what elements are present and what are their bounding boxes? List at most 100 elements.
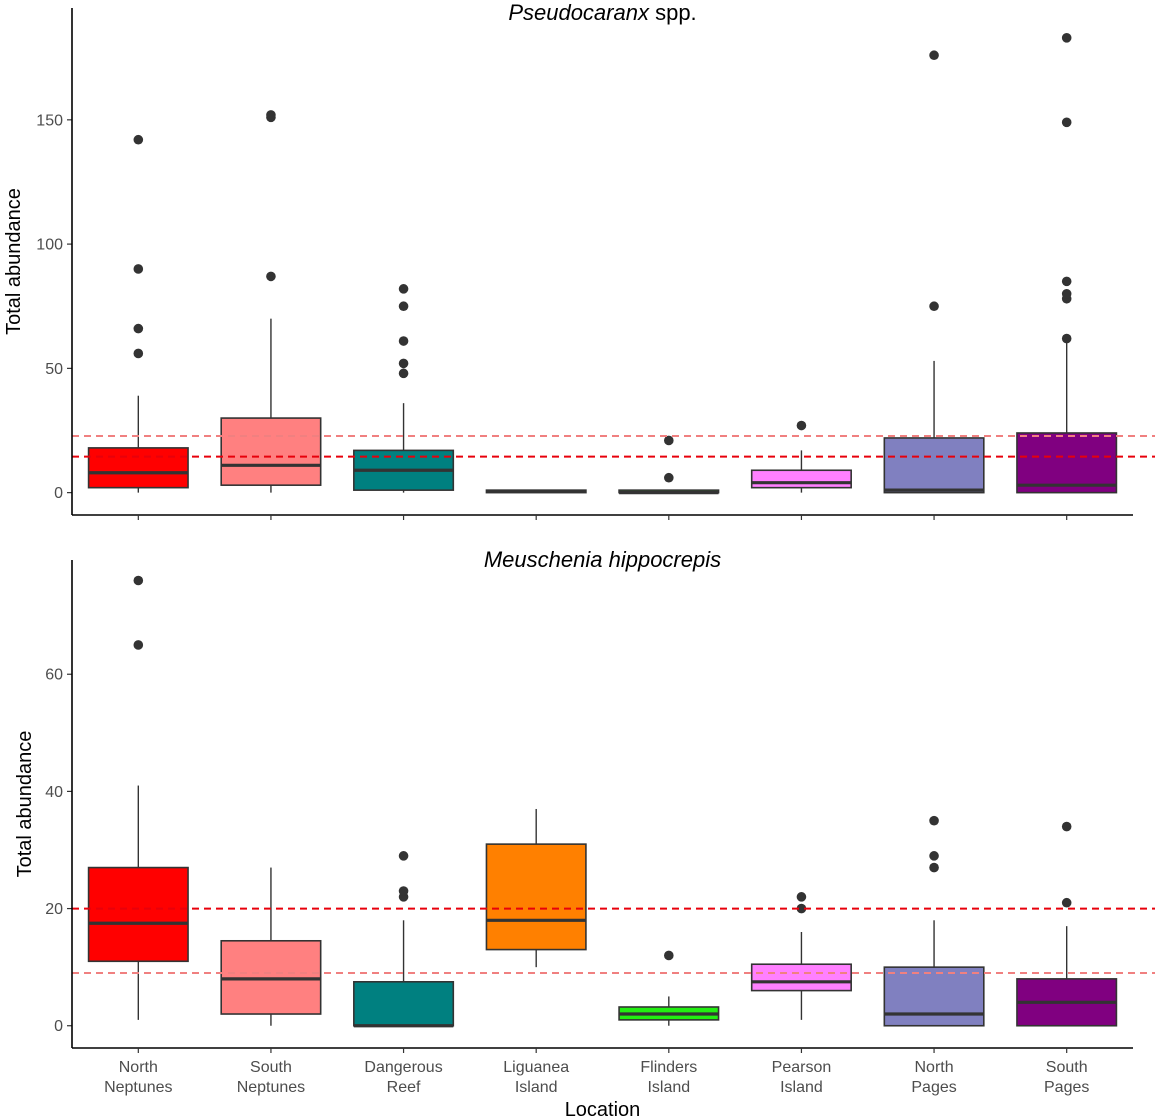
- outlier-point: [664, 435, 674, 446]
- x-tick-label-line: North: [119, 1059, 158, 1076]
- box-iqr: [883, 437, 985, 494]
- outlier-point: [1061, 33, 1072, 43]
- panel-title-species: Meuschenia hippocrepis: [484, 547, 721, 572]
- box-7: [883, 815, 985, 1027]
- outlier-point: [1061, 276, 1072, 287]
- x-tick-label-line: Island: [780, 1079, 823, 1096]
- box-iqr: [220, 417, 322, 486]
- panel-2: Meuschenia hippocrepis Total abundance 0 20…: [14, 547, 1155, 1120]
- outlier-point: [266, 110, 276, 120]
- x-tick-label: Flinders Island: [640, 1059, 697, 1096]
- box-6: [750, 892, 852, 1020]
- y-tick-label: 50: [45, 361, 63, 378]
- outlier-point: [664, 950, 674, 961]
- outlier-point: [398, 284, 409, 294]
- outlier-point: [133, 640, 144, 650]
- y-axis-label: Total abundance: [14, 731, 36, 878]
- outlier-point: [133, 348, 144, 359]
- x-tick-label: North Pages: [911, 1059, 956, 1096]
- box-5: [618, 950, 720, 1026]
- box-1: [87, 575, 189, 1020]
- outlier-point: [398, 851, 409, 861]
- outlier-point: [796, 420, 807, 431]
- x-tick-label-line: Flinders: [640, 1059, 697, 1076]
- box-1: [87, 134, 189, 493]
- box-iqr: [353, 981, 455, 1027]
- outlier-point: [929, 851, 939, 861]
- outlier-point: [133, 323, 144, 334]
- x-tick-label-line: Island: [647, 1079, 690, 1096]
- panel-title-suffix: spp.: [649, 0, 697, 25]
- x-tick-label-line: South: [250, 1059, 292, 1076]
- box-iqr: [87, 447, 189, 489]
- box-3: [353, 284, 455, 493]
- x-axis-label: Location: [565, 1099, 641, 1120]
- outlier-point: [133, 264, 144, 274]
- outlier-point: [1061, 289, 1072, 299]
- y-tick-label: 150: [36, 112, 63, 129]
- x-tick-label-line: Pages: [911, 1079, 956, 1096]
- x-tick-label: Pearson Island: [772, 1059, 832, 1096]
- box-2: [220, 867, 322, 1026]
- box-iqr: [750, 469, 852, 489]
- box-8: [1016, 33, 1118, 494]
- outlier-point: [929, 50, 939, 61]
- x-tick-label: Dangerous Reef: [364, 1059, 442, 1096]
- outlier-point: [398, 358, 409, 369]
- panel-title: Meuschenia hippocrepis: [484, 547, 721, 572]
- outlier-point: [398, 336, 409, 346]
- outlier-point: [1061, 117, 1072, 128]
- x-tick-label: South Pages: [1044, 1059, 1089, 1096]
- outlier-point: [1061, 897, 1072, 908]
- panel-title-species: Pseudocaranx: [508, 0, 650, 25]
- box-4: [485, 808, 587, 968]
- box-iqr: [883, 966, 985, 1027]
- x-tick-label-line: Island: [515, 1079, 558, 1096]
- outlier-point: [266, 271, 276, 282]
- y-tick-label: 0: [54, 1018, 63, 1035]
- x-tick-label-line: Liguanea: [503, 1059, 569, 1076]
- y-tick-label: 60: [45, 667, 63, 684]
- box-7: [883, 50, 985, 494]
- box-8: [1016, 821, 1118, 1027]
- outlier-point: [664, 472, 674, 483]
- box-6: [750, 420, 852, 493]
- outlier-point: [1061, 821, 1072, 832]
- x-tick-label-line: Dangerous: [364, 1059, 442, 1076]
- x-tick-label-line: South: [1046, 1059, 1088, 1076]
- x-tick-label-line: Pearson: [772, 1059, 832, 1076]
- x-tick-label-line: North: [915, 1059, 954, 1076]
- y-tick-label: 100: [36, 237, 63, 254]
- outlier-point: [929, 301, 939, 312]
- x-tick-label-line: Pages: [1044, 1079, 1089, 1096]
- panel-1: Pseudocaranx spp. Total abundance 0 50 100 15…: [3, 0, 1155, 520]
- box-4: [485, 489, 587, 494]
- outlier-point: [929, 862, 939, 873]
- box-iqr: [87, 866, 189, 963]
- outlier-point: [133, 575, 144, 586]
- box-3: [353, 851, 455, 1028]
- outlier-point: [796, 903, 807, 914]
- box-iqr: [750, 963, 852, 992]
- box-iqr: [1016, 432, 1118, 494]
- x-tick-label-line: Neptunes: [237, 1079, 306, 1096]
- y-tick-label: 0: [54, 485, 63, 502]
- outlier-point: [398, 301, 409, 312]
- x-tick-label-line: Reef: [387, 1079, 421, 1096]
- x-tick-label: South Neptunes: [237, 1059, 306, 1096]
- box-iqr: [485, 843, 587, 951]
- box-5: [618, 435, 720, 495]
- x-tick-label: North Neptunes: [104, 1059, 173, 1096]
- outlier-point: [398, 368, 409, 379]
- outlier-point: [1061, 333, 1072, 344]
- outlier-point: [929, 815, 939, 826]
- y-tick-label: 40: [45, 784, 63, 801]
- y-axis-label: Total abundance: [3, 188, 25, 335]
- box-2: [220, 110, 322, 493]
- panel-title: Pseudocaranx spp.: [508, 0, 696, 25]
- x-tick-label: Liguanea Island: [503, 1059, 569, 1096]
- outlier-point: [133, 134, 144, 145]
- x-tick-label-line: Neptunes: [104, 1079, 173, 1096]
- y-tick-label: 20: [45, 901, 63, 918]
